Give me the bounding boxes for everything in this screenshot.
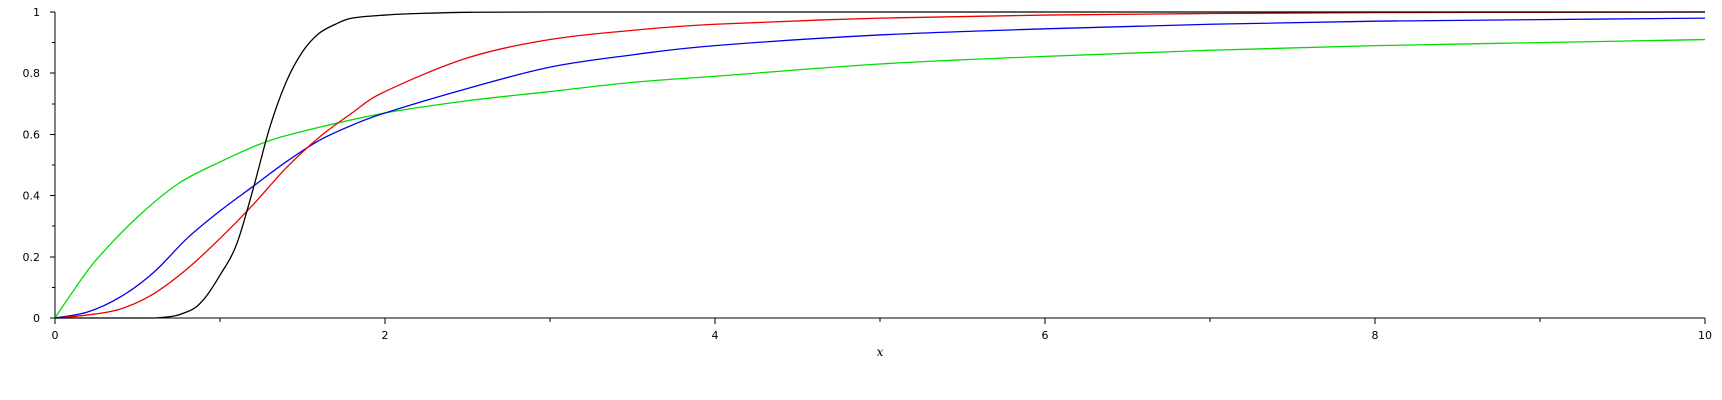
- y-tick-label: 0.6: [23, 128, 41, 141]
- series-line-3: [54, 11, 1706, 319]
- series-line-2: [54, 17, 1706, 319]
- y-tick-label: 0: [33, 312, 40, 325]
- y-ticks: 0 0.2 0.4 0.6 0.8 1: [23, 6, 55, 325]
- axes: [54, 12, 1705, 319]
- y-tick-label: 1: [33, 6, 40, 19]
- series-line-1: [54, 38, 1706, 319]
- x-tick-label: 8: [1372, 329, 1379, 342]
- series-line-4: [55, 11, 1705, 319]
- x-ticks: 0 2 4 6 8 10: [52, 318, 1712, 342]
- series-lines: [54, 11, 1706, 319]
- y-tick-label: 0.2: [23, 251, 41, 264]
- x-tick-label: 4: [712, 329, 719, 342]
- y-tick-label: 0.4: [23, 190, 41, 203]
- x-tick-label: 0: [52, 329, 59, 342]
- x-tick-label: 2: [382, 329, 389, 342]
- x-tick-label: 6: [1042, 329, 1049, 342]
- y-tick-label: 0.8: [23, 67, 41, 80]
- x-tick-label: 10: [1698, 329, 1712, 342]
- x-axis-title: x: [877, 345, 884, 359]
